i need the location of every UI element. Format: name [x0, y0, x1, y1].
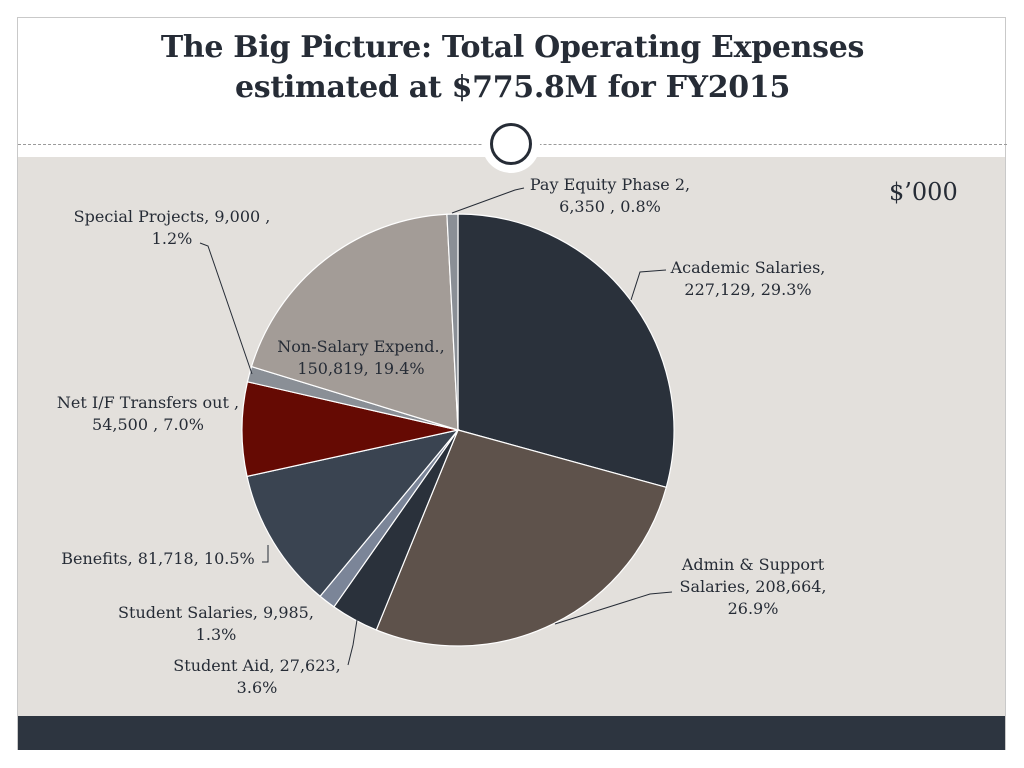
leader-line-special-projects	[199, 242, 253, 375]
pie-slice-non-salary-expend	[250, 213, 459, 431]
slice-label-line: Student Aid, 27,623,	[173, 656, 340, 675]
slice-label-academic-salaries: Academic Salaries, 227,129, 29.3%	[670, 258, 826, 299]
units-label: $’000	[889, 178, 958, 206]
slice-label-net-i-f-transfers-out: Net I/F Transfers out , 54,500 , 7.0%	[57, 393, 239, 434]
leader-line-benefits	[262, 545, 269, 563]
slice-label-line: 3.6%	[237, 678, 278, 697]
leader-line-student-aid	[347, 619, 358, 666]
pie-slice-benefits	[246, 429, 460, 598]
pie-slice-academic-salaries	[457, 213, 675, 489]
slice-label-student-aid: Student Aid, 27,623, 3.6%	[173, 656, 340, 697]
slide-title: The Big Picture: Total Operating Expense…	[18, 28, 1007, 108]
slice-label-line: 26.9%	[728, 599, 779, 618]
slice-label-line: 54,500 , 7.0%	[92, 415, 204, 434]
slice-label-benefits: Benefits, 81,718, 10.5%	[61, 549, 254, 568]
slice-label-line: 1.3%	[196, 625, 237, 644]
leader-line-academic-salaries	[630, 269, 667, 301]
pie-slice-pay-equity-phase-2	[446, 213, 459, 431]
footer-bar	[18, 716, 1005, 750]
slice-label-line: 227,129, 29.3%	[684, 280, 811, 299]
title-line-2: estimated at $775.8M for FY2015	[234, 70, 791, 105]
slice-label-line: Academic Salaries,	[670, 258, 826, 277]
ring-shape	[490, 123, 532, 165]
slice-label-line: 150,819, 19.4%	[297, 359, 424, 378]
slice-label-line: 1.2%	[152, 229, 193, 248]
slice-label-line: Special Projects, 9,000 ,	[74, 207, 271, 226]
slice-label-line: Student Salaries, 9,985,	[118, 603, 314, 622]
slice-label-line: Net I/F Transfers out ,	[57, 393, 239, 412]
pie-slices	[241, 213, 675, 647]
slice-label-student-salaries: Student Salaries, 9,985, 1.3%	[118, 603, 314, 644]
circle-ring-icon	[482, 115, 540, 173]
leader-lines	[199, 187, 673, 666]
pie-slice-admin-and-support-salaries	[375, 429, 667, 647]
leader-line-pay-equity-phase-2	[451, 187, 525, 214]
slice-label-special-projects: Special Projects, 9,000 , 1.2%	[74, 207, 271, 248]
title-line-1: The Big Picture: Total Operating Expense…	[160, 30, 865, 65]
slice-label-line: Pay Equity Phase 2,	[530, 175, 690, 194]
slice-label-non-salary-expend: Non-Salary Expend., 150,819, 19.4%	[277, 337, 444, 378]
slice-label-line: 6,350 , 0.8%	[559, 197, 661, 216]
slice-label-line: Salaries, 208,664,	[679, 577, 826, 596]
leader-line-admin-and-support-salaries	[554, 591, 673, 625]
slice-label-line: Admin & Support	[681, 555, 825, 574]
slice-label-line: Non-Salary Expend.,	[277, 337, 444, 356]
slice-label-admin-and-support-salaries: Admin & Support Salaries, 208,664, 26.9%	[679, 555, 826, 618]
slice-label-line: Benefits, 81,718, 10.5%	[61, 549, 254, 568]
slice-label-pay-equity-phase-2: Pay Equity Phase 2, 6,350 , 0.8%	[530, 175, 690, 216]
slice-labels: Academic Salaries, 227,129, 29.3% Admin & …	[57, 175, 827, 697]
